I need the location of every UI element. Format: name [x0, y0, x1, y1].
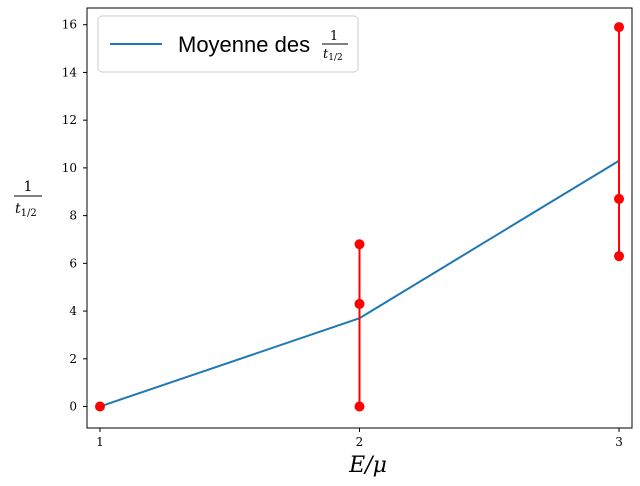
data-point — [614, 193, 625, 204]
y-tick-label: 8 — [69, 209, 77, 223]
y-tick-label: 4 — [69, 304, 77, 318]
plot-layer — [94, 22, 625, 412]
y-tick-label: 14 — [62, 65, 78, 79]
y-tick-label: 12 — [62, 113, 77, 127]
y-tick-label: 0 — [69, 400, 77, 414]
data-point — [94, 401, 105, 412]
y-axis-label: 1 t1/2 — [14, 179, 42, 219]
legend: Moyenne des 1 t1/2 — [97, 15, 359, 73]
data-point — [614, 251, 625, 262]
y-tick-label: 6 — [69, 256, 77, 270]
legend-frac-numerator: 1 — [330, 29, 338, 44]
x-tick-label: 1 — [96, 435, 104, 449]
x-axis-label: E/μ — [348, 453, 387, 478]
x-tick-label: 2 — [356, 435, 364, 449]
data-point — [354, 401, 365, 412]
legend-label: Moyenne des — [178, 32, 310, 57]
legend-frac-denominator: t1/2 — [323, 47, 343, 63]
data-point — [354, 298, 365, 309]
y-axis-label-numerator: 1 — [24, 179, 33, 195]
y-tick-label: 16 — [62, 18, 77, 32]
y-tick-label: 10 — [62, 161, 77, 175]
y-tick-label: 2 — [69, 352, 77, 366]
data-point — [614, 22, 625, 33]
x-tick-label: 3 — [615, 435, 623, 449]
data-point — [354, 239, 365, 250]
y-axis-label-denominator: t1/2 — [15, 201, 37, 219]
legend-box — [97, 15, 359, 73]
